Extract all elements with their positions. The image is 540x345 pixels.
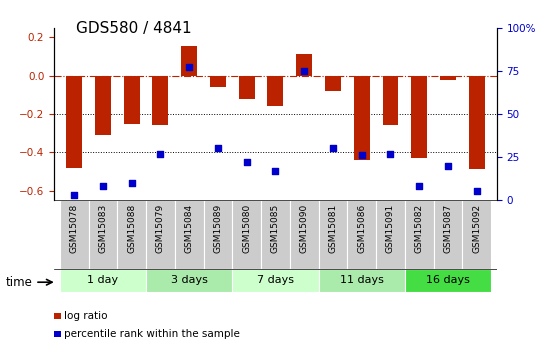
Bar	[60, 269, 146, 292]
Text: GSM15081: GSM15081	[328, 204, 338, 253]
Text: GSM15089: GSM15089	[213, 204, 222, 253]
Point	[242, 159, 251, 165]
Bar	[232, 269, 319, 292]
Bar	[405, 269, 491, 292]
Bar	[239, 76, 254, 99]
Bar	[152, 76, 168, 125]
Point	[472, 189, 481, 194]
Bar	[181, 46, 197, 76]
Bar	[66, 76, 82, 168]
Text: time: time	[5, 276, 32, 289]
Point	[185, 65, 193, 70]
Bar	[434, 200, 462, 269]
Bar	[405, 200, 434, 269]
Text: GSM15085: GSM15085	[271, 204, 280, 253]
Bar	[60, 200, 89, 269]
Bar	[204, 200, 232, 269]
Point	[271, 168, 280, 174]
Point	[415, 184, 423, 189]
Bar	[296, 55, 312, 76]
Text: 1 day: 1 day	[87, 275, 118, 285]
Point	[156, 151, 165, 156]
Text: GSM15083: GSM15083	[98, 204, 107, 253]
Bar	[261, 200, 290, 269]
Text: log ratio: log ratio	[64, 311, 107, 321]
Point	[300, 68, 308, 73]
Text: GSM15086: GSM15086	[357, 204, 366, 253]
Text: 16 days: 16 days	[426, 275, 470, 285]
Text: GSM15084: GSM15084	[185, 204, 194, 253]
Bar	[117, 200, 146, 269]
Text: GSM15092: GSM15092	[472, 204, 481, 253]
Text: GSM15079: GSM15079	[156, 204, 165, 253]
Text: GDS580 / 4841: GDS580 / 4841	[76, 21, 191, 36]
Bar	[146, 269, 232, 292]
Text: 3 days: 3 days	[171, 275, 207, 285]
Point	[357, 152, 366, 158]
Text: GSM15087: GSM15087	[443, 204, 453, 253]
Bar	[354, 76, 369, 160]
Bar	[232, 200, 261, 269]
Bar	[325, 76, 341, 91]
Bar	[376, 200, 405, 269]
Text: GSM15091: GSM15091	[386, 204, 395, 253]
Bar	[319, 200, 347, 269]
Text: percentile rank within the sample: percentile rank within the sample	[64, 329, 240, 338]
Bar	[89, 200, 117, 269]
Point	[328, 146, 337, 151]
Bar	[290, 200, 319, 269]
Bar	[95, 76, 111, 135]
Bar	[124, 76, 139, 125]
Text: GSM15082: GSM15082	[415, 204, 424, 253]
Bar	[382, 76, 399, 125]
Text: GSM15088: GSM15088	[127, 204, 136, 253]
Bar	[462, 200, 491, 269]
Bar	[440, 76, 456, 80]
Bar	[146, 200, 175, 269]
Text: GSM15090: GSM15090	[300, 204, 309, 253]
Point	[127, 180, 136, 186]
Text: 11 days: 11 days	[340, 275, 383, 285]
Bar	[469, 76, 484, 169]
Bar	[319, 269, 405, 292]
Text: GSM15078: GSM15078	[70, 204, 79, 253]
Text: GSM15080: GSM15080	[242, 204, 251, 253]
Point	[443, 163, 452, 168]
Point	[214, 146, 222, 151]
Point	[386, 151, 395, 156]
Bar	[210, 76, 226, 87]
Text: 7 days: 7 days	[257, 275, 294, 285]
Bar	[411, 76, 427, 158]
Point	[70, 192, 78, 198]
Point	[99, 184, 107, 189]
Bar	[347, 200, 376, 269]
Bar	[175, 200, 204, 269]
Bar	[267, 76, 284, 106]
